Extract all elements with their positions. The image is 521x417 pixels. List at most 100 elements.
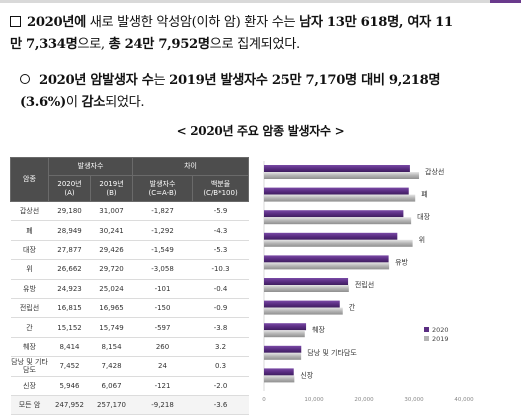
category-label: 간 <box>349 303 356 312</box>
category-label: 갑상선 <box>425 167 444 176</box>
bar-2020 <box>264 210 404 218</box>
table-cell-y2020: 16,815 <box>48 298 91 319</box>
bar-2020 <box>264 323 307 331</box>
p2-comparison: 2019년 발생자수 25만 7,170명 대비 9,218명 <box>169 73 441 88</box>
bar-2019 <box>264 307 343 315</box>
table-row: 전립선 16,815 16,965 -150 -0.9 <box>10 298 249 319</box>
table-row: 대장 27,877 29,426 -1,549 -5.3 <box>10 240 249 261</box>
table-cell-diff: -1,292 <box>132 220 193 241</box>
table-cell-name: 간 <box>10 317 49 338</box>
p2-decrease: 감소 <box>81 95 106 110</box>
bar-2020 <box>264 368 294 376</box>
table-cell-diff: 260 <box>132 337 193 358</box>
table-row: 유방 24,923 25,024 -101 -0.4 <box>10 279 249 299</box>
bar-2020 <box>264 187 409 195</box>
table-cell-diff: -1,549 <box>132 240 193 261</box>
table-cell-diff: -101 <box>132 279 193 299</box>
bar-2020 <box>264 232 398 240</box>
bar-2020 <box>264 165 410 172</box>
table-row: 모든 암 247,952 257,170 -9,218 -3.6 <box>10 394 249 416</box>
legend-swatch-2020 <box>424 327 429 332</box>
table-cell-pct: -3.6 <box>192 394 249 416</box>
th-count: 발생자수 (C=A-B) <box>132 175 194 202</box>
table-cell-y2019: 29,720 <box>90 259 133 280</box>
table-cell-y2019: 31,007 <box>90 201 133 222</box>
x-tick-label: 40,000 <box>454 397 474 403</box>
table-cell-y2020: 247,952 <box>48 394 91 416</box>
table-cell-pct: -2.0 <box>192 376 249 396</box>
table-cell-y2020: 8,414 <box>48 337 91 358</box>
table-row: 위 26,662 29,720 -3,058 -10.3 <box>10 259 249 280</box>
table-cell-name: 모든 암 <box>10 394 49 416</box>
bar-2020 <box>264 255 389 263</box>
table-cell-y2019: 257,170 <box>90 394 133 416</box>
p2-text-b: 이 <box>65 95 78 110</box>
top-divider-accent <box>490 0 521 3</box>
p2-subject: 2020년 암발생자 수 <box>39 73 154 88</box>
p1-text-a: 새로 발생한 악성암(이하 암) 환자 수 <box>89 15 284 30</box>
table-cell-y2020: 15,152 <box>48 317 91 338</box>
table-cell-y2019: 6,067 <box>90 376 133 396</box>
p1-text-b: 는 <box>283 15 296 30</box>
figure-caption: < 2020년 주요 암종 발생자수 > <box>176 124 345 138</box>
circle-bullet-icon <box>20 74 30 84</box>
cancer-bar-chart: 갑상선 폐 대장 위 유방 전립선 간 췌장 담낭 및 기타담도 신장 0 10,000 20,000 3… <box>258 157 518 412</box>
table-cell-y2020: 27,877 <box>48 240 91 261</box>
table-cell-y2019: 30,241 <box>90 220 133 241</box>
cancer-table: 암종 발생자수 차이 2020년 (A) 2019년 (B) 발생자수 (C=A-B)… <box>10 157 250 416</box>
category-label: 대장 <box>417 212 430 221</box>
table-cell-name: 갑상선 <box>10 201 49 222</box>
bar-2019 <box>264 194 416 202</box>
table-cell-pct: -5.9 <box>192 201 249 222</box>
table-cell-y2020: 29,180 <box>48 201 91 222</box>
bar-2019 <box>264 285 349 292</box>
table-cell-pct: -10.3 <box>192 259 249 280</box>
top-divider-gray <box>0 0 490 3</box>
bar-2020 <box>264 278 349 285</box>
table-row: 신장 5,946 6,067 -121 -2.0 <box>10 376 249 396</box>
table-cell-diff: -597 <box>132 317 193 338</box>
table-cell-name: 췌장 <box>10 337 49 358</box>
table-cell-name: 대장 <box>10 240 49 261</box>
table-cell-pct: -3.8 <box>192 317 249 338</box>
table-cell-name: 위 <box>10 259 49 280</box>
table-row: 담낭 및 기타담도 7,452 7,428 24 0.3 <box>10 356 249 377</box>
p2-percent: (3.6%) <box>20 95 66 110</box>
table-cell-y2020: 7,452 <box>48 356 91 377</box>
bar-2019 <box>264 217 412 225</box>
table-cell-y2020: 24,923 <box>48 279 91 299</box>
table-cell-name: 폐 <box>10 220 49 241</box>
decrease-paragraph: 2020년 암발생자 수는 2019년 발생자수 25만 7,170명 대비 9… <box>20 70 515 114</box>
bar-2019 <box>264 262 390 270</box>
table-cell-name: 담낭 및 기타담도 <box>10 356 49 377</box>
p1-year: 2020년에 <box>27 15 86 30</box>
p1-male-female: 남자 13만 618명, 여자 11 <box>299 15 453 30</box>
table-cell-y2019: 15,749 <box>90 317 133 338</box>
x-tick-label: 10,000 <box>304 397 324 403</box>
table-row: 폐 28,949 30,241 -1,292 -4.3 <box>10 220 249 241</box>
table-cell-pct: 0.3 <box>192 356 249 377</box>
th-cases: 발생자수 <box>47 157 134 176</box>
p2-text-c: 되었다. <box>105 95 145 110</box>
summary-paragraph: 2020년에 새로 발생한 악성암(이하 암) 환자 수는 남자 13만 618… <box>10 12 515 56</box>
th-diff: 차이 <box>132 157 250 176</box>
top-divider <box>0 0 521 3</box>
table-row: 간 15,152 15,749 -597 -3.8 <box>10 317 249 338</box>
table-cell-pct: -0.9 <box>192 298 249 319</box>
p2-text-a: 는 <box>153 73 166 88</box>
table-cell-diff: 24 <box>132 356 193 377</box>
table-cell-pct: -4.3 <box>192 220 249 241</box>
category-label: 위 <box>419 236 425 244</box>
p1-text-c: 으로, <box>77 37 105 52</box>
category-label: 담낭 및 기타담도 <box>307 348 357 357</box>
legend-label-2019: 2019 <box>432 335 449 343</box>
table-cell-pct: -5.3 <box>192 240 249 261</box>
bar-2020 <box>264 300 340 308</box>
th-pct: 백분율 (C/B*100) <box>192 175 250 202</box>
square-bullet-icon <box>10 16 21 27</box>
bar-2019 <box>264 330 305 338</box>
table-cell-pct: 3.2 <box>192 337 249 358</box>
table-cell-y2020: 5,946 <box>48 376 91 396</box>
table-row: 췌장 8,414 8,154 260 3.2 <box>10 337 249 358</box>
th-cancer: 암종 <box>10 157 49 202</box>
